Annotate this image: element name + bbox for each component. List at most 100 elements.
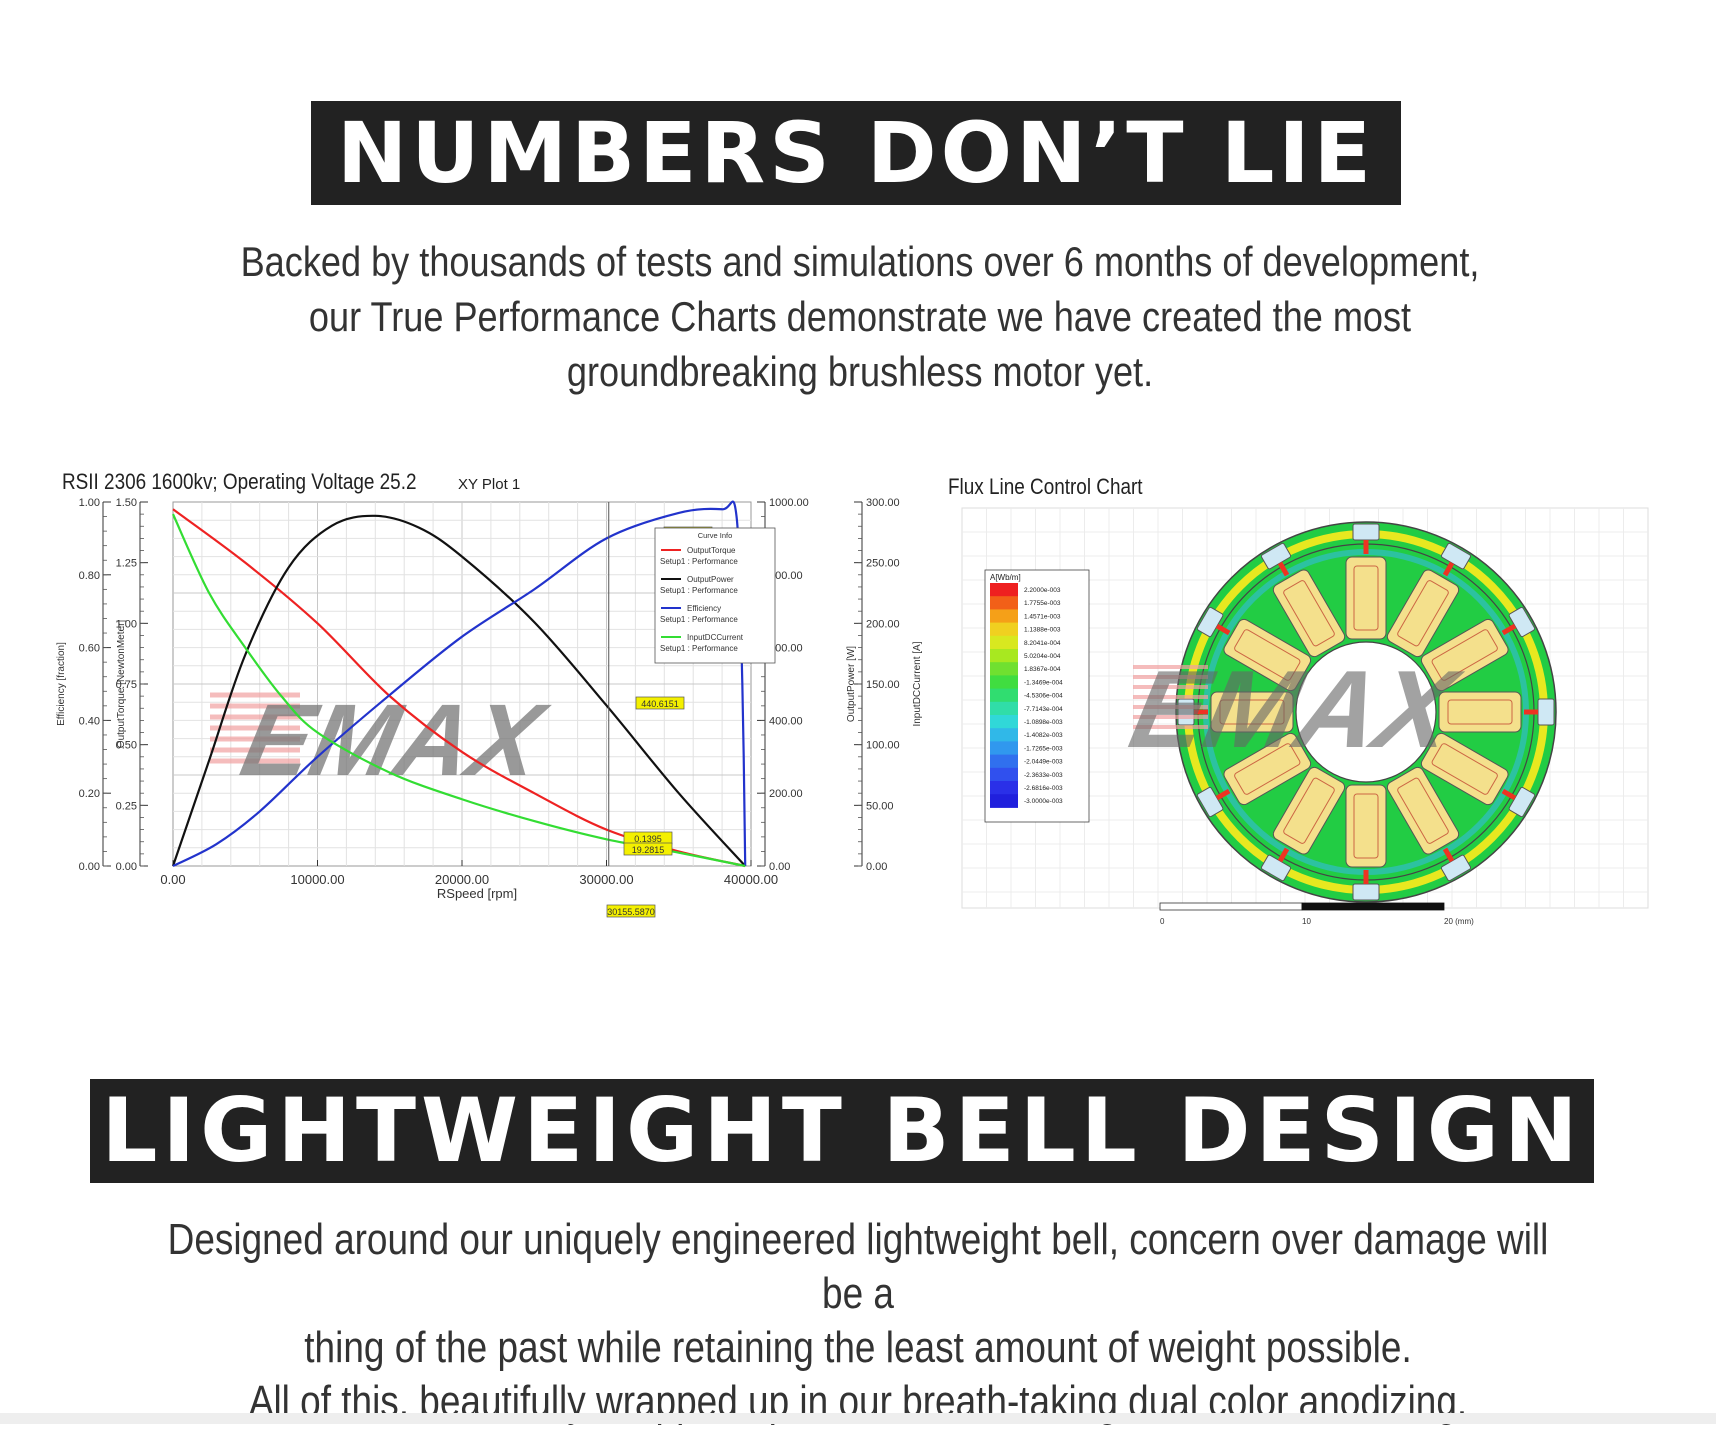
color-band — [990, 635, 1018, 650]
tick-label: 1.50 — [116, 497, 137, 509]
winding-slot — [1223, 618, 1312, 692]
flux-legend: A[Wb/m]2.2000e-003 1.7755e-003 1.4571e-003… — [984, 569, 1090, 823]
stator-tooth — [1260, 766, 1346, 882]
flux-hotspot — [1442, 847, 1455, 863]
tick-label: 1.00 — [79, 497, 100, 509]
legend-series-setup: Setup1 : Performance — [660, 557, 738, 566]
flux-chart: A[Wb/m]2.2000e-003 1.7755e-003 1.4571e-003… — [961, 507, 1649, 926]
tick-label: 300.00 — [866, 497, 900, 509]
legend-value: 1.1388e-003 — [1024, 627, 1061, 634]
flux-hotspot — [1277, 847, 1290, 863]
legend-value: -1.7265e-003 — [1024, 745, 1063, 752]
tick-label: 50.00 — [866, 800, 894, 812]
performance-chart-title: RSII 2306 1600kv; Operating Voltage 25.2 — [62, 469, 417, 494]
stator-tooth — [1345, 784, 1387, 901]
legend-value: -7.7143e-004 — [1024, 706, 1063, 713]
x-tick-label: 0.00 — [160, 872, 185, 887]
axis-label: Efficiency [fraction] — [56, 642, 67, 726]
tick-label: 0.00 — [866, 861, 887, 873]
legend-value: 2.2000e-003 — [1024, 587, 1061, 594]
watermark-text: EMAX — [1121, 647, 1471, 771]
legend-value: 1.8367e-004 — [1024, 666, 1061, 673]
marker-label: 19.2815 — [632, 845, 665, 855]
axis-label: OutputPower [W] — [846, 646, 857, 722]
scale-bar-white — [1159, 902, 1303, 911]
legend-value: -3.0000e-003 — [1024, 798, 1063, 805]
tick-label: 200.00 — [866, 618, 900, 630]
bottom-divider — [0, 1413, 1716, 1424]
magnet-slot — [1508, 606, 1536, 638]
winding-slot — [1438, 691, 1522, 733]
flux-hotspot — [1277, 561, 1290, 577]
scale-label: 0 — [1160, 917, 1165, 926]
stator-tooth — [1196, 606, 1312, 692]
tick-label: 800.00 — [769, 570, 803, 582]
emax-watermark: EMAX — [1121, 647, 1471, 771]
color-band — [990, 781, 1018, 795]
legend-value: 8.2041e-004 — [1024, 640, 1061, 647]
legend-value: -4.5306e-004 — [1024, 693, 1063, 700]
tick-label: 200.00 — [769, 788, 803, 800]
shaft-bore — [1295, 641, 1437, 783]
winding-slot — [1420, 618, 1509, 692]
legend-value: -1.3469e-004 — [1024, 679, 1063, 686]
legend-value: 1.7755e-003 — [1024, 600, 1061, 607]
legend-series-setup: Setup1 : Performance — [660, 615, 738, 624]
tick-label: 0.00 — [116, 861, 137, 873]
winding-coil — [1447, 699, 1513, 725]
winding-coil — [1219, 699, 1285, 725]
tick-label: 0.00 — [769, 861, 790, 873]
stator-tooth — [1386, 542, 1472, 658]
marker-label: 30155.5870 — [607, 907, 655, 917]
tick-label: 1000.00 — [769, 497, 809, 509]
performance-chart-subtitle: XY Plot 1 — [458, 476, 521, 493]
legend-value: 1.4571e-003 — [1024, 613, 1061, 620]
stator-tooth — [1260, 542, 1346, 658]
legend-series-name: Efficiency — [687, 604, 721, 613]
performance-chart: 0.00 0.20 0.40 0.60 0.80 1.00 Efficiency [frac… — [56, 497, 923, 918]
legend-series-name: InputDCCurrent — [687, 633, 744, 642]
flux-hotspot — [1501, 788, 1517, 801]
winding-slot — [1345, 784, 1387, 868]
numbers-heading: NUMBERS DON’T LIE — [311, 101, 1401, 205]
tick-label: 0.50 — [116, 740, 137, 752]
legend-value: -1.4082e-003 — [1024, 732, 1063, 739]
winding-slot — [1272, 766, 1346, 855]
flux-hotspot — [1215, 788, 1231, 801]
color-band — [990, 728, 1018, 742]
marker-box — [635, 696, 685, 710]
series-line-outputpower — [171, 514, 747, 867]
flux-hotspot — [1215, 623, 1231, 636]
paragraph-line: thing of the past while retaining the le… — [304, 1323, 1412, 1372]
flux-chart-title: Flux Line Control Chart — [948, 474, 1143, 499]
color-band — [990, 662, 1018, 676]
legend-series-name: OutputPower — [687, 575, 734, 584]
tick-label: 0.40 — [79, 715, 100, 727]
winding-coil — [1397, 777, 1449, 844]
winding-coil — [1397, 580, 1449, 647]
marker-box — [606, 904, 656, 918]
tick-label: 0.25 — [116, 800, 137, 812]
winding-slot — [1386, 766, 1460, 855]
marker-box — [623, 842, 673, 856]
winding-slot — [1345, 556, 1387, 640]
color-band — [990, 649, 1018, 663]
legend-value: -2.0449e-003 — [1024, 759, 1063, 766]
marker-label: 0.1395 — [634, 834, 662, 844]
winding-slot — [1386, 569, 1460, 658]
magnet-slot — [1508, 786, 1536, 818]
tick-label: 0.80 — [79, 570, 100, 582]
flux-legend-title: A[Wb/m] — [990, 573, 1021, 582]
marker-label: 440.6151 — [641, 699, 679, 709]
stator-tooth — [1386, 766, 1472, 882]
color-band — [990, 701, 1018, 716]
paragraph-line: groundbreaking brushless motor yet. — [566, 348, 1154, 395]
tick-label: 0.60 — [79, 643, 100, 655]
scale-bar-black — [1301, 902, 1445, 911]
legend-value: -2.3633e-003 — [1024, 772, 1063, 779]
x-axis-label: RSpeed [rpm] — [437, 886, 517, 901]
legend-value: -2.6816e-003 — [1024, 785, 1063, 792]
chart-axes: 0.00 0.20 0.40 0.60 0.80 1.00 Efficiency [frac… — [56, 497, 923, 901]
color-band — [990, 688, 1018, 703]
